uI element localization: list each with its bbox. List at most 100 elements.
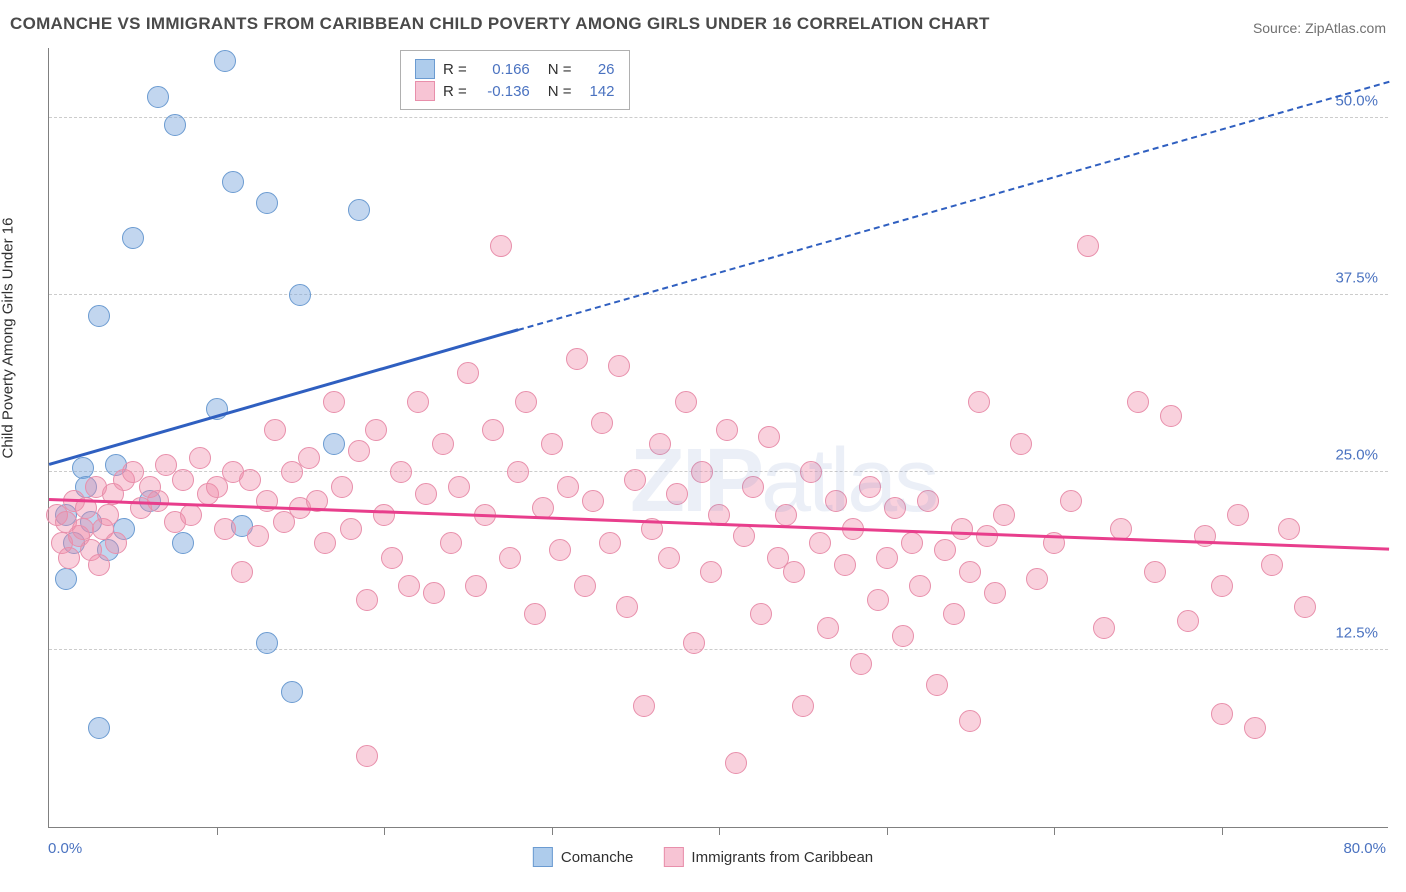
data-point xyxy=(457,362,479,384)
data-point xyxy=(222,171,244,193)
data-point xyxy=(58,547,80,569)
data-point xyxy=(968,391,990,413)
data-point xyxy=(909,575,931,597)
data-point xyxy=(482,419,504,441)
data-point xyxy=(1093,617,1115,639)
data-point xyxy=(976,525,998,547)
data-point xyxy=(557,476,579,498)
legend-series-name: Immigrants from Caribbean xyxy=(691,849,873,866)
legend-swatch xyxy=(663,847,683,867)
data-point xyxy=(876,547,898,569)
y-tick-label: 12.5% xyxy=(1335,624,1378,641)
data-point xyxy=(189,447,211,469)
data-point xyxy=(465,575,487,597)
data-point xyxy=(247,525,269,547)
legend-swatch xyxy=(533,847,553,867)
data-point xyxy=(541,433,563,455)
data-point xyxy=(507,461,529,483)
data-point xyxy=(105,532,127,554)
data-point xyxy=(934,539,956,561)
data-point xyxy=(398,575,420,597)
data-point xyxy=(415,483,437,505)
data-point xyxy=(1278,518,1300,540)
legend-n-value: 142 xyxy=(580,83,615,100)
data-point xyxy=(72,518,94,540)
series-legend: Comanche Immigrants from Caribbean xyxy=(533,847,873,867)
x-tick xyxy=(887,827,888,835)
data-point xyxy=(356,745,378,767)
data-point xyxy=(1060,490,1082,512)
data-point xyxy=(1010,433,1032,455)
legend-n-label: N = xyxy=(548,61,572,78)
x-tick xyxy=(552,827,553,835)
data-point xyxy=(231,561,253,583)
data-point xyxy=(716,419,738,441)
data-point xyxy=(1077,235,1099,257)
correlation-legend: R =0.166N =26R =-0.136N =142 xyxy=(400,50,630,110)
data-point xyxy=(599,532,621,554)
data-point xyxy=(783,561,805,583)
data-point xyxy=(959,710,981,732)
data-point xyxy=(1227,504,1249,526)
legend-row: R =0.166N =26 xyxy=(415,59,615,79)
source-attribution: Source: ZipAtlas.com xyxy=(1253,20,1386,36)
data-point xyxy=(340,518,362,540)
data-point xyxy=(1160,405,1182,427)
data-point xyxy=(758,426,780,448)
data-point xyxy=(122,227,144,249)
data-point xyxy=(984,582,1006,604)
legend-r-label: R = xyxy=(443,83,467,100)
data-point xyxy=(700,561,722,583)
data-point xyxy=(1194,525,1216,547)
gridline xyxy=(49,649,1388,650)
data-point xyxy=(633,695,655,717)
x-tick xyxy=(1054,827,1055,835)
data-point xyxy=(775,504,797,526)
gridline xyxy=(49,294,1388,295)
data-point xyxy=(582,490,604,512)
data-point xyxy=(850,653,872,675)
data-point xyxy=(499,547,521,569)
data-point xyxy=(1211,575,1233,597)
data-point xyxy=(691,461,713,483)
data-point xyxy=(892,625,914,647)
data-point xyxy=(390,461,412,483)
data-point xyxy=(239,469,261,491)
data-point xyxy=(649,433,671,455)
data-point xyxy=(825,490,847,512)
data-point xyxy=(725,752,747,774)
data-point xyxy=(1144,561,1166,583)
data-point xyxy=(97,504,119,526)
data-point xyxy=(658,547,680,569)
data-point xyxy=(624,469,646,491)
data-point xyxy=(331,476,353,498)
data-point xyxy=(147,86,169,108)
data-point xyxy=(448,476,470,498)
data-point xyxy=(88,305,110,327)
data-point xyxy=(733,525,755,547)
legend-item: Comanche xyxy=(533,847,634,867)
legend-n-value: 26 xyxy=(580,61,615,78)
data-point xyxy=(742,476,764,498)
data-point xyxy=(549,539,571,561)
data-point xyxy=(884,497,906,519)
data-point xyxy=(440,532,462,554)
data-point xyxy=(1026,568,1048,590)
legend-swatch xyxy=(415,81,435,101)
data-point xyxy=(432,433,454,455)
x-tick xyxy=(384,827,385,835)
data-point xyxy=(959,561,981,583)
data-point xyxy=(256,632,278,654)
x-tick xyxy=(719,827,720,835)
data-point xyxy=(817,617,839,639)
data-point xyxy=(348,440,370,462)
data-point xyxy=(683,632,705,654)
data-point xyxy=(901,532,923,554)
data-point xyxy=(1261,554,1283,576)
chart-title: COMANCHE VS IMMIGRANTS FROM CARIBBEAN CH… xyxy=(10,14,990,34)
legend-item: Immigrants from Caribbean xyxy=(663,847,873,867)
data-point xyxy=(809,532,831,554)
data-point xyxy=(1127,391,1149,413)
data-point xyxy=(55,568,77,590)
data-point xyxy=(423,582,445,604)
